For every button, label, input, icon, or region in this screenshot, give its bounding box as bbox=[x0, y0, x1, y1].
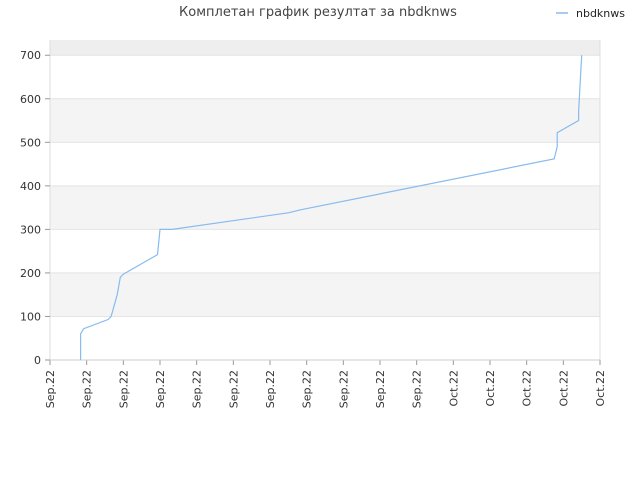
x-tick-label: Sep.22 bbox=[411, 370, 424, 408]
grid-band bbox=[50, 272, 600, 317]
y-tick-label: 500 bbox=[20, 136, 41, 149]
x-tick-label: Sep.22 bbox=[154, 370, 167, 408]
x-tick-label: Sep.22 bbox=[227, 370, 240, 408]
y-tick-label: 0 bbox=[34, 354, 41, 367]
x-tick-label: Oct.22 bbox=[521, 370, 534, 407]
legend-label: nbdknws bbox=[576, 7, 625, 20]
plot-background bbox=[49, 40, 601, 361]
x-tick-label: Oct.22 bbox=[557, 370, 570, 407]
series-layer bbox=[80, 55, 583, 360]
x-tick-label: Oct.22 bbox=[447, 370, 460, 407]
grid-band bbox=[50, 40, 600, 56]
x-tick-label: Sep.22 bbox=[44, 370, 57, 408]
legend: nbdknws bbox=[556, 7, 625, 20]
x-tick-label: Sep.22 bbox=[374, 370, 387, 408]
x-tick-label: Oct.22 bbox=[594, 370, 607, 407]
x-tick-label: Sep.22 bbox=[264, 370, 277, 408]
x-tick-label: Oct.22 bbox=[484, 370, 497, 407]
y-axis: 0 100 200 300 400 500 600 700 bbox=[20, 49, 50, 367]
series-line-nbdknws bbox=[80, 55, 583, 360]
y-tick-label: 600 bbox=[20, 93, 41, 106]
chart-title: Комплетан график резултат за nbdknws bbox=[179, 5, 457, 20]
y-tick-label: 100 bbox=[20, 310, 41, 323]
grid-band bbox=[50, 98, 600, 143]
x-axis: Sep.22 Sep.22 Sep.22 Sep.22 Sep.22 Sep.22 Sep.… bbox=[44, 359, 607, 408]
x-tick-label: Sep.22 bbox=[117, 370, 130, 408]
y-tick-label: 400 bbox=[20, 180, 41, 193]
x-tick-label: Sep.22 bbox=[301, 370, 314, 408]
y-tick-label: 700 bbox=[20, 49, 41, 62]
x-tick-label: Sep.22 bbox=[191, 370, 204, 408]
x-tick-label: Sep.22 bbox=[337, 370, 350, 408]
grid-band bbox=[50, 185, 600, 230]
x-tick-label: Sep.22 bbox=[81, 370, 94, 408]
y-tick-label: 200 bbox=[20, 267, 41, 280]
y-tick-label: 300 bbox=[20, 223, 41, 236]
